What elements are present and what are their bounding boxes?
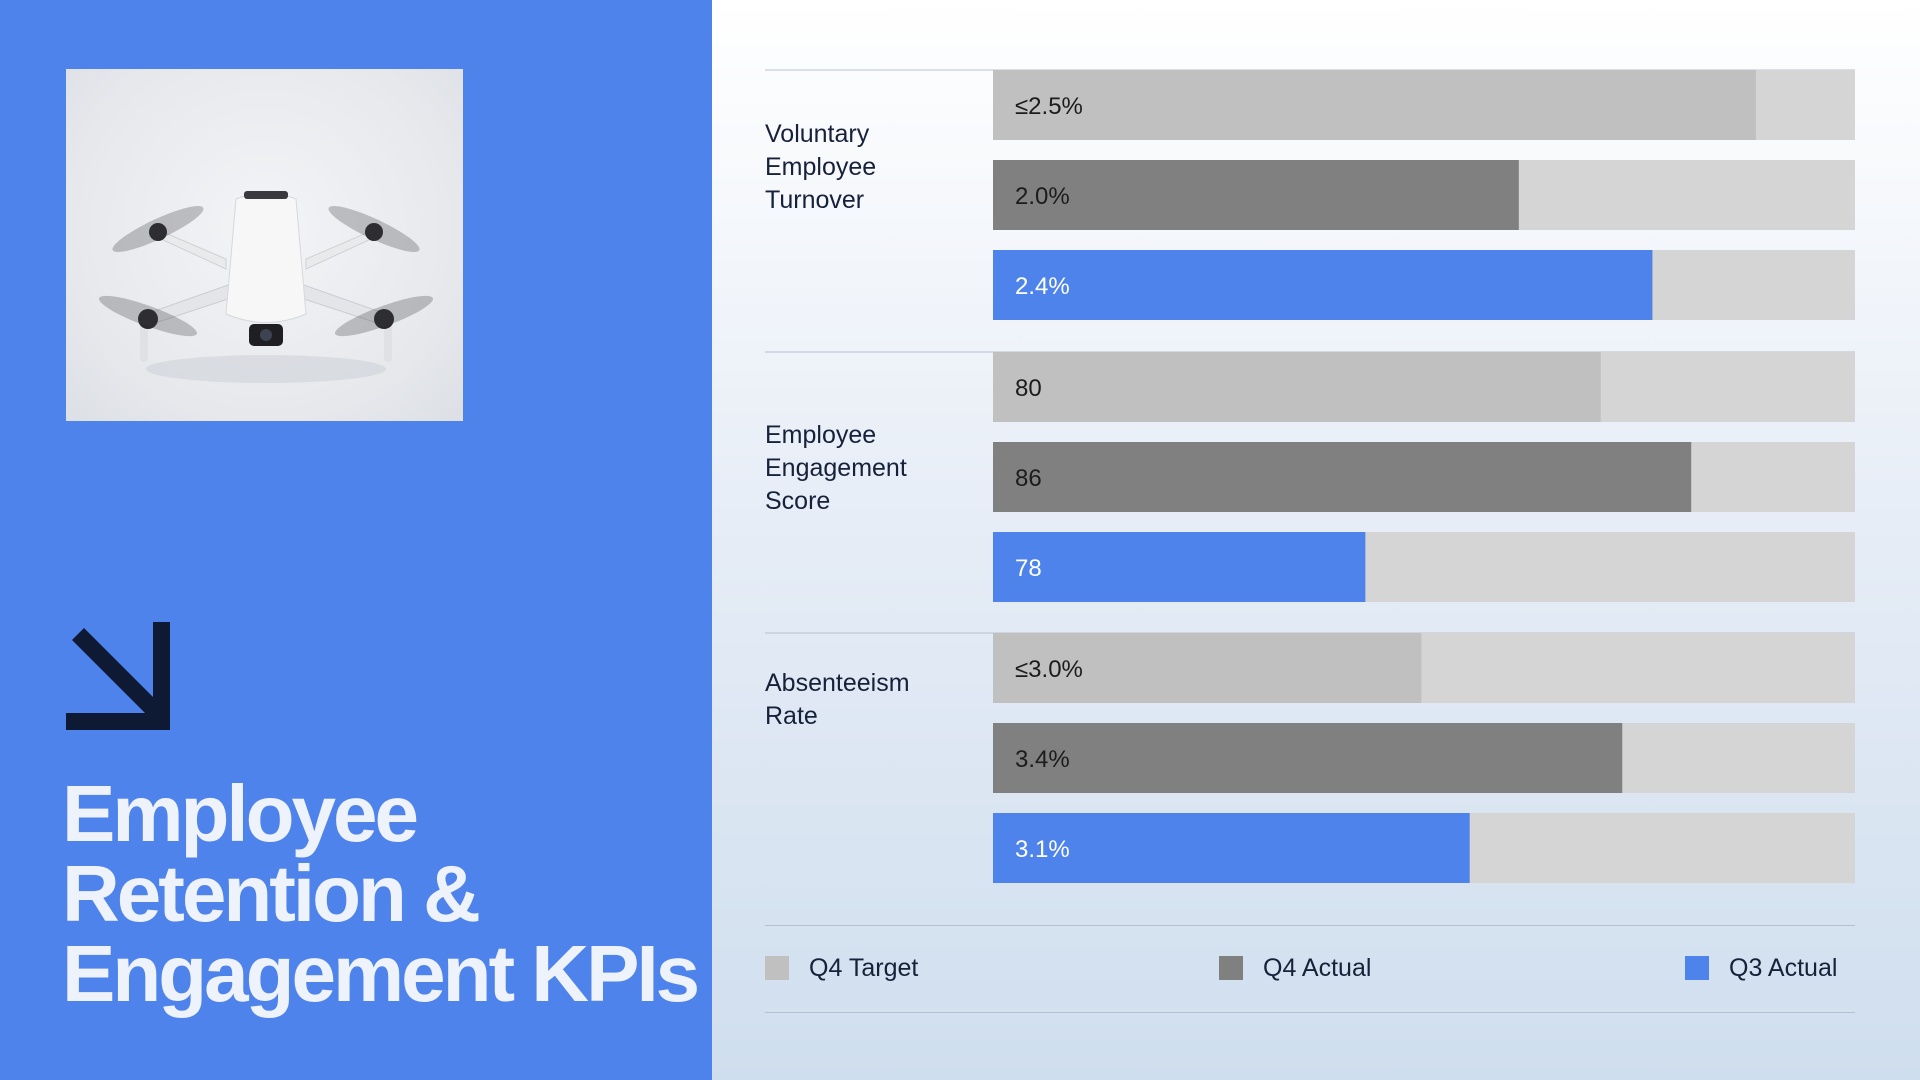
title-panel: Employee Retention & Engagement KPIs	[0, 0, 712, 1080]
legend-swatch	[1685, 956, 1709, 980]
category-label-line: Engagement	[765, 454, 907, 482]
category-label-line: Voluntary	[765, 120, 870, 148]
legend-swatch	[765, 956, 789, 980]
bar-value-label: 2.0%	[1015, 183, 1070, 210]
bar-value-label: ≤2.5%	[1015, 93, 1083, 120]
bar-q4-target	[993, 352, 1601, 422]
drone-photo	[66, 69, 463, 421]
bar-q4-actual	[993, 160, 1519, 230]
title-line: Engagement KPIs	[62, 929, 700, 1018]
kpi-bar-chart: ≤2.5% 2.0% 2.4% 80 86 78 ≤3.0% 3.4% 3.1%	[765, 69, 1855, 883]
bar-q3-actual	[993, 250, 1653, 320]
drone-illustration	[99, 191, 433, 383]
category-label-line: Employee	[765, 421, 877, 449]
bar-q4-target	[993, 70, 1756, 140]
chart-legend: Q4 Target Q4 Actual Q3 Actual	[765, 925, 1855, 1013]
category-label-line: Rate	[765, 702, 818, 730]
category-label-line: Absenteeism	[765, 669, 910, 697]
bar-q3-actual	[993, 532, 1366, 602]
slide-title: Employee Retention & Engagement KPIs	[62, 774, 702, 1014]
kpi-chart-panel: ≤2.5% 2.0% 2.4% 80 86 78 ≤3.0% 3.4% 3.1% Volunta…	[712, 0, 1920, 1080]
category-label-turnover: Voluntary Employee Turnover	[765, 118, 965, 217]
bar-value-label: 3.1%	[1015, 836, 1070, 863]
category-label-engagement: Employee Engagement Score	[765, 419, 965, 518]
legend-label: Q4 Target	[809, 953, 919, 982]
arrow-down-right-icon	[66, 622, 170, 730]
bar-q3-actual	[993, 813, 1470, 883]
bar-value-label: 80	[1015, 375, 1042, 402]
legend-label: Q4 Actual	[1263, 953, 1372, 982]
bar-q4-target	[993, 633, 1422, 703]
category-label-line: Score	[765, 487, 831, 515]
legend-item-q4-actual: Q4 Actual	[1219, 954, 1371, 982]
category-label-line: Turnover	[765, 186, 865, 214]
bar-value-label: 78	[1015, 555, 1042, 582]
legend-item-q4-target: Q4 Target	[765, 954, 918, 982]
category-label-line: Employee	[765, 153, 877, 181]
title-line: Retention &	[62, 849, 481, 938]
legend-item-q3-actual: Q3 Actual	[1685, 954, 1837, 982]
bar-q4-actual	[993, 723, 1623, 793]
legend-swatch	[1219, 956, 1243, 980]
bar-q4-actual	[993, 442, 1692, 512]
bar-value-label: 2.4%	[1015, 273, 1070, 300]
category-label-absenteeism: Absenteeism Rate	[765, 667, 965, 733]
bar-value-label: 3.4%	[1015, 746, 1070, 773]
legend-label: Q3 Actual	[1729, 953, 1838, 982]
bar-value-label: 86	[1015, 465, 1042, 492]
title-line: Employee	[62, 769, 419, 858]
bar-value-label: ≤3.0%	[1015, 656, 1083, 683]
